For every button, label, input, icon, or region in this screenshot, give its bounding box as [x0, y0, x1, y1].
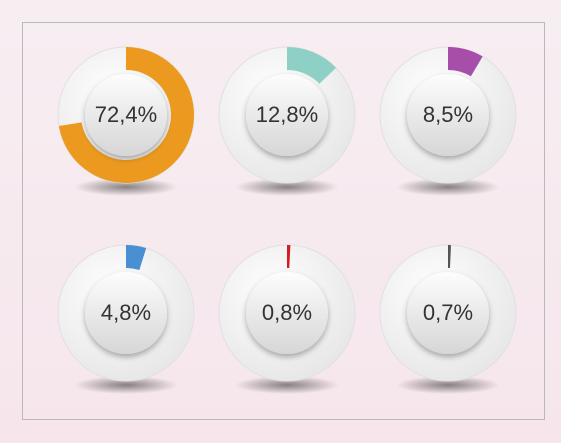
donut-segment [448, 47, 483, 77]
donut-segment [58, 47, 195, 183]
center-disc [246, 74, 328, 156]
center-disc [407, 272, 489, 354]
center-disc [85, 272, 167, 354]
shadow [235, 178, 339, 196]
value-label: 0,7% [423, 300, 473, 325]
center-disc [246, 272, 328, 354]
shadow [74, 376, 178, 394]
frame [22, 22, 545, 420]
shadow [74, 178, 178, 196]
value-label: 72,4% [95, 102, 157, 127]
value-label: 8,5% [423, 102, 473, 127]
donut-segment [448, 245, 451, 269]
donut-segment [287, 245, 291, 269]
shadow [396, 376, 500, 394]
value-label: 0,8% [262, 300, 312, 325]
shadow [396, 178, 500, 196]
value-label: 4,8% [101, 300, 151, 325]
shadow [235, 376, 339, 394]
value-label: 12,8% [256, 102, 318, 127]
center-disc [407, 74, 489, 156]
center-disc [85, 74, 167, 156]
donut-segment [126, 245, 147, 271]
donut-segment [287, 47, 336, 84]
